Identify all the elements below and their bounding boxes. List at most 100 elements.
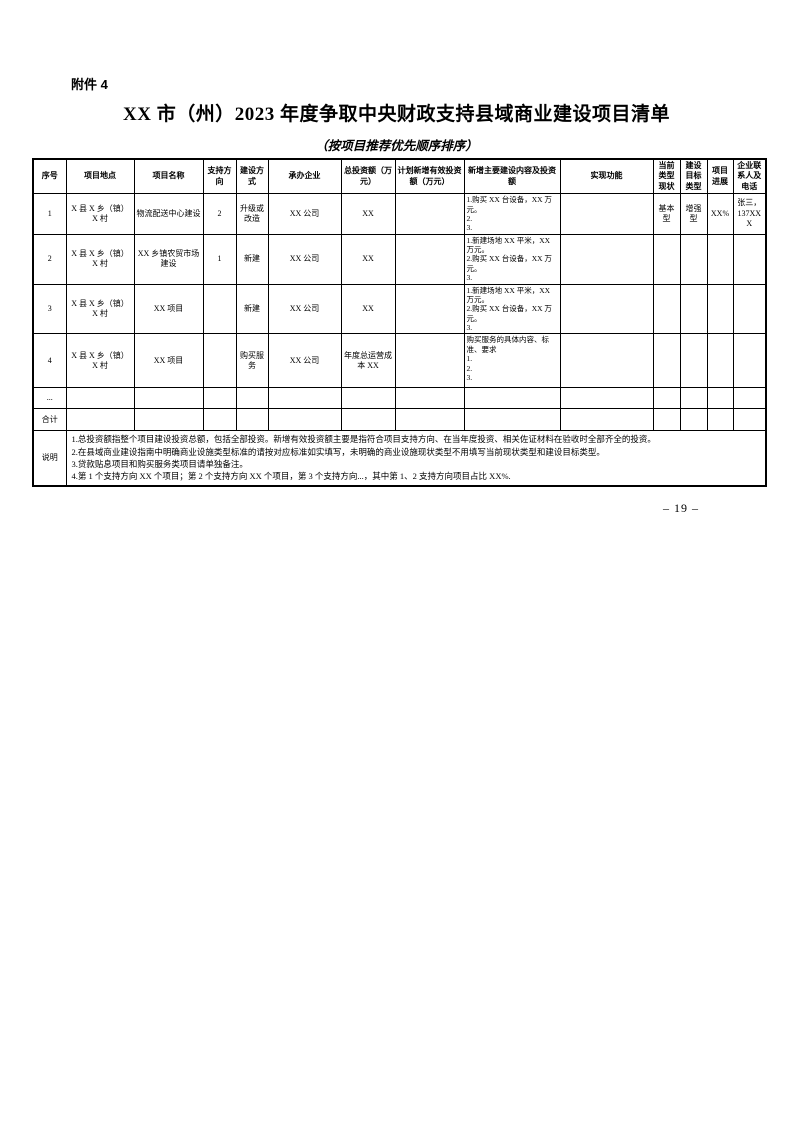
- cell-support_direction: [202, 283, 237, 335]
- cell-seq: 3: [32, 283, 67, 335]
- cell-content: 1.新建场地 XX 平米，XX 万元。 2.购买 XX 台设备，XX 万元。 3…: [463, 233, 561, 285]
- projects-table: 序号 项目地点 项目名称 支持方向 建设方式 承办企业 总投资额（万元） 计划新增有效投资额（…: [32, 158, 767, 487]
- cell-realized_function: [559, 283, 654, 335]
- cell-planned_new_investment: [394, 283, 465, 335]
- cell-enterprise: XX 公司: [267, 233, 342, 285]
- cell-planned_new_investment: [394, 333, 465, 389]
- cell-contact: [732, 283, 767, 335]
- cell-location: X 县 X 乡（镇）X 村: [65, 283, 135, 335]
- cell-planned_new_investment: [394, 193, 465, 235]
- cell-seq: 2: [32, 233, 67, 285]
- cell-enterprise: XX 公司: [267, 193, 342, 235]
- cell-enterprise: XX 公司: [267, 333, 342, 389]
- col-header-progress: 项目进展: [706, 158, 734, 195]
- attachment-label: 附件 4: [71, 77, 108, 92]
- table-header-row: 序号 项目地点 项目名称 支持方向 建设方式 承办企业 总投资额（万元） 计划新增有效投资额（…: [32, 158, 767, 195]
- cell-seq: 1: [32, 193, 67, 235]
- col-header-name: 项目名称: [133, 158, 204, 195]
- cell-empty: [463, 408, 561, 432]
- col-header-support_direction: 支持方向: [202, 158, 237, 195]
- col-header-current_type: 当前类型现状: [652, 158, 681, 195]
- ellipsis-row-label: ...: [32, 387, 67, 410]
- cell-empty: [202, 408, 237, 432]
- page-subtitle: （按项目推荐优先顺序排序）: [315, 139, 478, 153]
- cell-empty: [394, 387, 465, 410]
- cell-build_mode: 升级或改造: [235, 193, 269, 235]
- total-row: 合计: [32, 408, 767, 432]
- notes-text: 1.总投资额指整个项目建设投资总额，包括全部投资。新增有效投资额主要是指符合项目…: [65, 430, 767, 487]
- cell-name: XX 项目: [133, 283, 204, 335]
- cell-build_mode: 新建: [235, 233, 269, 285]
- col-header-target_type: 建设目标类型: [679, 158, 708, 195]
- cell-empty: [463, 387, 561, 410]
- cell-empty: [679, 408, 708, 432]
- notes-row: 说明 1.总投资额指整个项目建设投资总额，包括全部投资。新增有效投资额主要是指符合…: [32, 430, 767, 487]
- cell-empty: [65, 387, 135, 410]
- cell-empty: [235, 387, 269, 410]
- cell-total_investment: XX: [340, 193, 396, 235]
- col-header-content: 新增主要建设内容及投资额: [463, 158, 561, 195]
- cell-empty: [202, 387, 237, 410]
- cell-contact: [732, 333, 767, 389]
- page-title: XX 市（州）2023 年度争取中央财政支持县域商业建设项目清单: [123, 104, 670, 125]
- cell-progress: [706, 283, 734, 335]
- table-header: 序号 项目地点 项目名称 支持方向 建设方式 承办企业 总投资额（万元） 计划新增有效投资额（…: [32, 158, 767, 195]
- col-header-total_investment: 总投资额（万元）: [340, 158, 396, 195]
- cell-empty: [652, 408, 681, 432]
- col-header-contact: 企业联系人及电话: [732, 158, 767, 195]
- cell-empty: [706, 387, 734, 410]
- col-header-realized_function: 实现功能: [559, 158, 654, 195]
- cell-location: X 县 X 乡（镇）X 村: [65, 233, 135, 285]
- col-header-seq: 序号: [32, 158, 67, 195]
- total-row-label: 合计: [32, 408, 67, 432]
- cell-support_direction: [202, 333, 237, 389]
- cell-empty: [559, 387, 654, 410]
- cell-realized_function: [559, 333, 654, 389]
- cell-name: 物流配送中心建设: [133, 193, 204, 235]
- cell-target_type: [679, 333, 708, 389]
- col-header-build_mode: 建设方式: [235, 158, 269, 195]
- cell-planned_new_investment: [394, 233, 465, 285]
- cell-empty: [559, 408, 654, 432]
- cell-support_direction: 1: [202, 233, 237, 285]
- cell-content: 1.新建场地 XX 平米，XX 万元。 2.购买 XX 台设备，XX 万元。 3…: [463, 283, 561, 335]
- cell-empty: [133, 387, 204, 410]
- cell-progress: [706, 233, 734, 285]
- cell-contact: 张三，137XXX: [732, 193, 767, 235]
- cell-build_mode: 新建: [235, 283, 269, 335]
- cell-enterprise: XX 公司: [267, 283, 342, 335]
- cell-content: 1.购买 XX 台设备，XX 万元。 2. 3.: [463, 193, 561, 235]
- cell-empty: [679, 387, 708, 410]
- cell-target_type: 增强型: [679, 193, 708, 235]
- cell-current_type: [652, 233, 681, 285]
- cell-target_type: [679, 233, 708, 285]
- cell-current_type: 基本型: [652, 193, 681, 235]
- cell-total_investment: XX: [340, 283, 396, 335]
- cell-empty: [267, 387, 342, 410]
- cell-seq: 4: [32, 333, 67, 389]
- col-header-location: 项目地点: [65, 158, 135, 195]
- page-number: – 19 –: [663, 501, 699, 515]
- cell-target_type: [679, 283, 708, 335]
- cell-name: XX 项目: [133, 333, 204, 389]
- cell-build_mode: 购买服务: [235, 333, 269, 389]
- col-header-enterprise: 承办企业: [267, 158, 342, 195]
- cell-realized_function: [559, 193, 654, 235]
- cell-empty: [340, 408, 396, 432]
- cell-empty: [65, 408, 135, 432]
- cell-empty: [235, 408, 269, 432]
- cell-total_investment: 年度总运营成本 XX: [340, 333, 396, 389]
- cell-contact: [732, 233, 767, 285]
- cell-current_type: [652, 283, 681, 335]
- cell-name: XX 乡镇农贸市场建设: [133, 233, 204, 285]
- cell-empty: [394, 408, 465, 432]
- cell-empty: [133, 408, 204, 432]
- cell-empty: [340, 387, 396, 410]
- col-header-planned_new_investment: 计划新增有效投资额（万元）: [394, 158, 465, 195]
